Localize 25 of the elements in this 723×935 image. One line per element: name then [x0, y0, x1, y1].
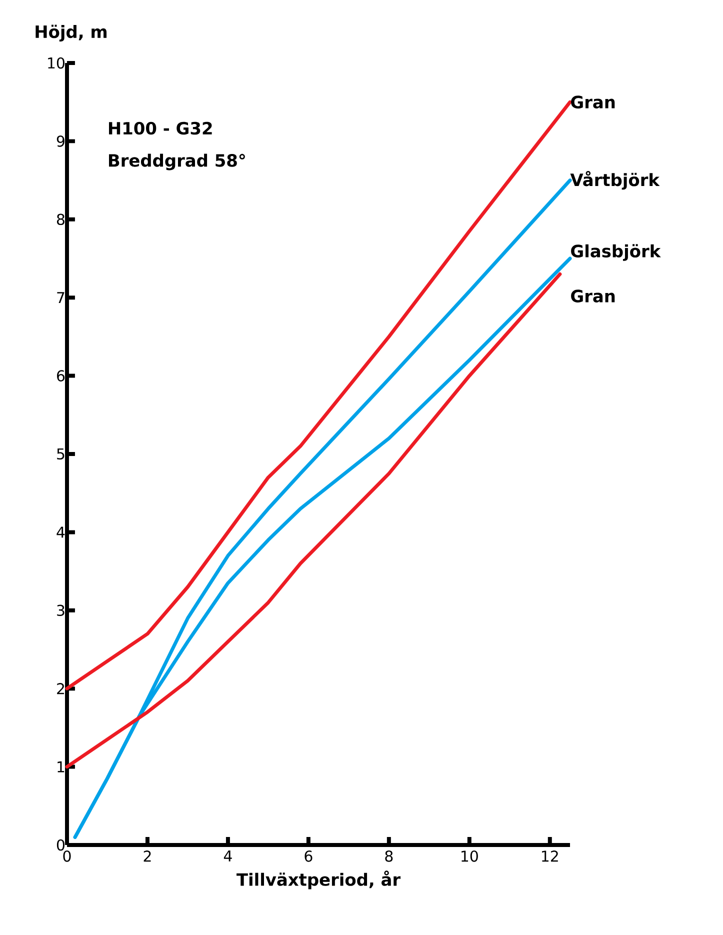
- y-tick-label: 3: [57, 604, 64, 616]
- y-tick-label: 10: [48, 57, 64, 69]
- x-tick-label: 8: [385, 850, 393, 862]
- series-label: Glasbjörk: [571, 244, 661, 261]
- y-tick-label: 9: [56, 136, 64, 147]
- y-tick-label: 0: [56, 839, 64, 851]
- y-tick-label: 4: [56, 526, 65, 538]
- annotation: Breddgrad 58°: [109, 154, 245, 170]
- y-axis-title: Höjd, m: [36, 24, 107, 42]
- y-tick-label: 8: [56, 214, 64, 226]
- x-tick-label: 12: [542, 850, 558, 862]
- x-tick-label: 10: [462, 850, 478, 862]
- x-axis-title: Tillväxtperiod, år: [236, 870, 401, 890]
- y-tick-label: 7: [57, 292, 64, 304]
- x-tick-label: 4: [224, 850, 232, 862]
- series-label: Gran: [571, 290, 615, 302]
- y-tick-label: 2: [57, 683, 64, 694]
- series-label: Gran: [571, 96, 615, 108]
- y-tick-label: 6: [57, 370, 65, 382]
- x-tick-label: 6: [304, 850, 312, 862]
- annotation: H100 - G32: [109, 122, 212, 135]
- y-tick-label: 5: [57, 448, 64, 460]
- y-tick-label: 1: [58, 761, 64, 772]
- series-label: Vårtbjörk: [570, 170, 660, 190]
- x-tick-label: 2: [144, 850, 151, 862]
